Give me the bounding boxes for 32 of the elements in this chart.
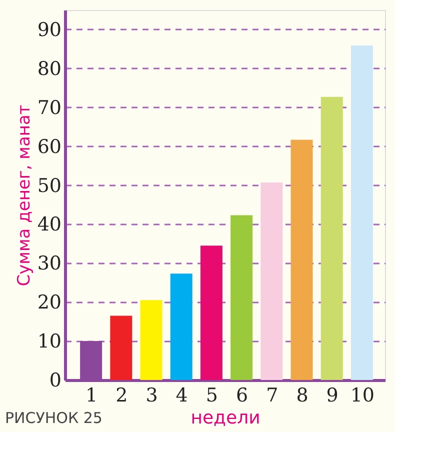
y-tick-label: 60 [37,136,62,158]
y-tick-label: 30 [37,252,62,275]
bar [230,215,253,380]
x-tick-label: 7 [266,384,278,406]
x-tick-label: 8 [296,384,308,406]
x-tick-label: 6 [236,384,248,406]
x-tick-label: 10 [350,384,375,406]
x-tick-label: 1 [86,384,98,406]
y-tick-label: 20 [37,292,62,314]
y-tick-label: 70 [37,96,62,119]
y-tick-label: 90 [37,18,62,41]
x-axis-title: недели [190,408,260,428]
bar [290,140,313,380]
text: РИСУНОК 25 [5,409,102,427]
y-tick-label: 80 [37,58,62,80]
bar [260,182,283,380]
y-tick-label: 50 [37,174,62,197]
bar [350,45,373,380]
x-tick-label: 2 [116,384,128,406]
y-tick-label: 0 [49,370,62,392]
x-tick-label: 3 [146,384,158,406]
x-tick-label: 4 [176,384,188,406]
y-tick-label: 10 [37,330,62,353]
y-tick-label: 40 [37,214,62,236]
bar [170,274,192,380]
x-tick-label: 9 [326,384,338,406]
bar [140,300,162,380]
x-tick-label: 5 [206,384,218,406]
bar [110,316,132,380]
bar [200,246,222,380]
bar [320,96,343,380]
y-axis-title: Сумма денег, манат [14,104,34,286]
